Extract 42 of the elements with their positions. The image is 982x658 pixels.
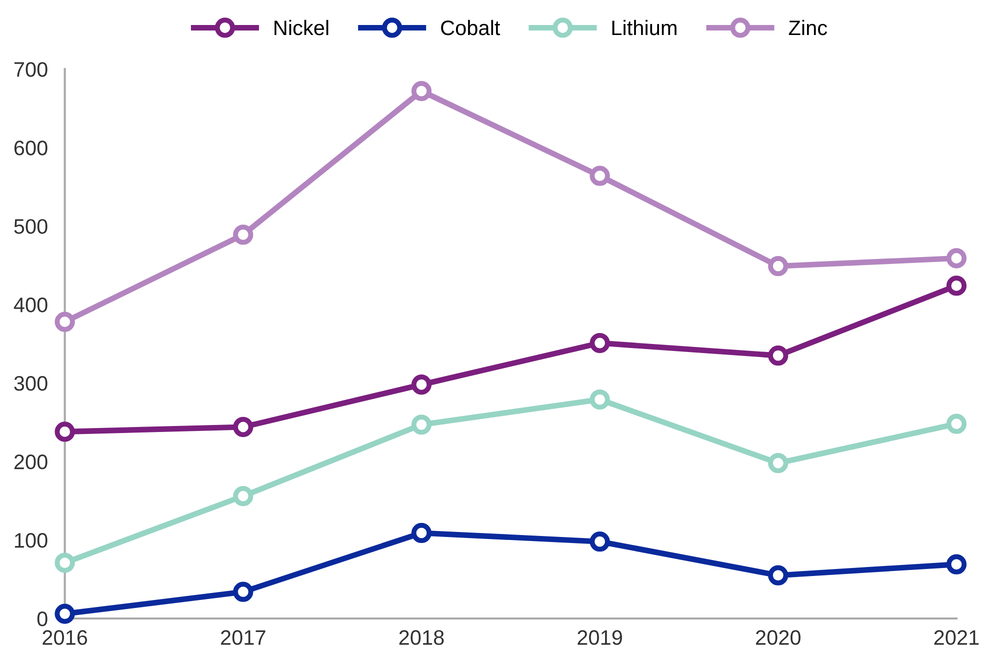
legend-label: Lithium xyxy=(612,20,676,36)
point xyxy=(411,414,432,435)
x-tick-label: 2021 xyxy=(934,630,979,645)
point xyxy=(233,416,254,438)
legend-label: Cobalt xyxy=(441,20,500,36)
point xyxy=(946,248,967,268)
point xyxy=(54,422,75,442)
point xyxy=(946,554,967,574)
y-tick-label: 600 xyxy=(14,140,48,156)
point xyxy=(233,486,254,506)
point xyxy=(768,256,788,276)
y-tick-label: 0 xyxy=(37,612,48,626)
point xyxy=(590,166,610,186)
point xyxy=(768,346,788,366)
legend-label: Nickel xyxy=(274,20,328,36)
point xyxy=(768,453,788,474)
y-tick-label: 200 xyxy=(14,454,48,470)
point xyxy=(590,389,610,410)
x-tick-label: 2017 xyxy=(221,630,266,645)
x-tick-label: 2020 xyxy=(756,630,800,645)
x-tick-label: 2018 xyxy=(399,630,444,645)
point xyxy=(946,276,967,296)
legend-label: Zinc xyxy=(788,20,828,36)
point xyxy=(946,414,967,434)
point xyxy=(411,522,432,544)
point xyxy=(411,374,432,395)
y-tick-label: 500 xyxy=(14,219,48,234)
y-tick-label: 700 xyxy=(14,62,48,77)
y-tick-label: 300 xyxy=(14,376,48,391)
y-tick-label: 100 xyxy=(14,533,48,548)
x-tick-label: 2016 xyxy=(42,630,88,645)
point xyxy=(54,312,75,332)
point xyxy=(590,332,610,354)
point xyxy=(233,582,254,602)
y-tick-label: 400 xyxy=(14,298,48,312)
point xyxy=(590,532,610,552)
point xyxy=(768,565,788,586)
point xyxy=(54,552,75,573)
x-tick-label: 2019 xyxy=(578,630,622,645)
point xyxy=(233,224,254,245)
point xyxy=(54,604,75,624)
point xyxy=(411,81,432,102)
